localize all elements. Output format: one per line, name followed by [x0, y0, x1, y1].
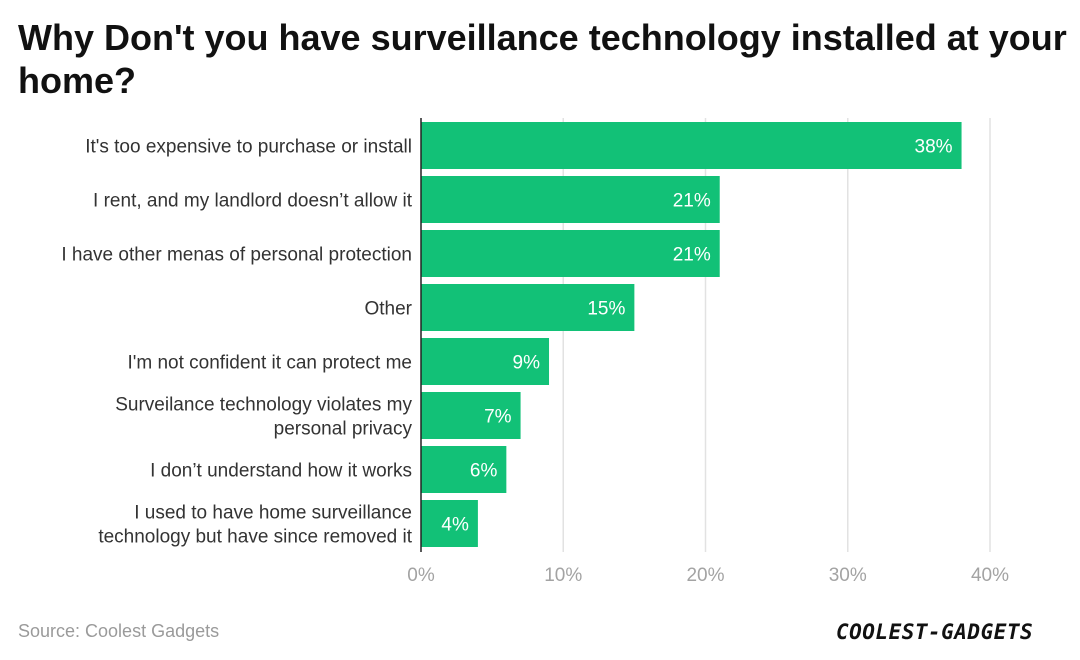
- category-label: I rent, and my landlord doesn’t allow it: [93, 191, 413, 212]
- bar: [421, 122, 962, 169]
- category-label: It's too expensive to purchase or instal…: [85, 137, 412, 158]
- chart-title: Why Don't you have surveillance technolo…: [18, 17, 1067, 101]
- bar: [421, 176, 720, 223]
- value-label: 9%: [513, 353, 541, 374]
- x-tick-label: 10%: [544, 565, 582, 586]
- category-labels: It's too expensive to purchase or instal…: [61, 137, 412, 548]
- bar: [421, 284, 635, 331]
- bar: [421, 338, 550, 385]
- category-label: I used to have home surveillance technolo…: [98, 503, 412, 548]
- brand-logo: COOLEST-GADGETS: [836, 620, 1034, 644]
- value-label: 38%: [915, 137, 953, 158]
- category-label: Other: [364, 299, 412, 320]
- source-note: Source: Coolest Gadgets: [18, 621, 220, 641]
- x-tick-label: 40%: [971, 565, 1009, 586]
- category-label: I'm not confident it can protect me: [127, 353, 412, 374]
- value-label: 4%: [441, 515, 469, 536]
- value-label: 6%: [470, 461, 498, 482]
- bars: 38% 21% 21% 15% 9% 7% 6% 4%: [421, 122, 962, 547]
- x-tick-label: 0%: [407, 565, 435, 586]
- value-label: 21%: [673, 191, 711, 212]
- x-tick-label: 20%: [686, 565, 724, 586]
- bar: [421, 230, 720, 277]
- value-label: 7%: [484, 407, 512, 428]
- value-label: 15%: [587, 299, 625, 320]
- value-label: 21%: [673, 245, 711, 266]
- bar: [421, 392, 521, 439]
- x-tick-label: 30%: [829, 565, 867, 586]
- bar: [421, 500, 478, 547]
- category-label: I don’t understand how it works: [150, 461, 412, 482]
- category-label: Surveilance technology violates my person…: [115, 395, 412, 440]
- category-label: I have other menas of personal protectio…: [61, 245, 412, 266]
- x-axis-ticks: 0% 10% 20% 30% 40%: [407, 565, 1009, 586]
- bar: [421, 446, 507, 493]
